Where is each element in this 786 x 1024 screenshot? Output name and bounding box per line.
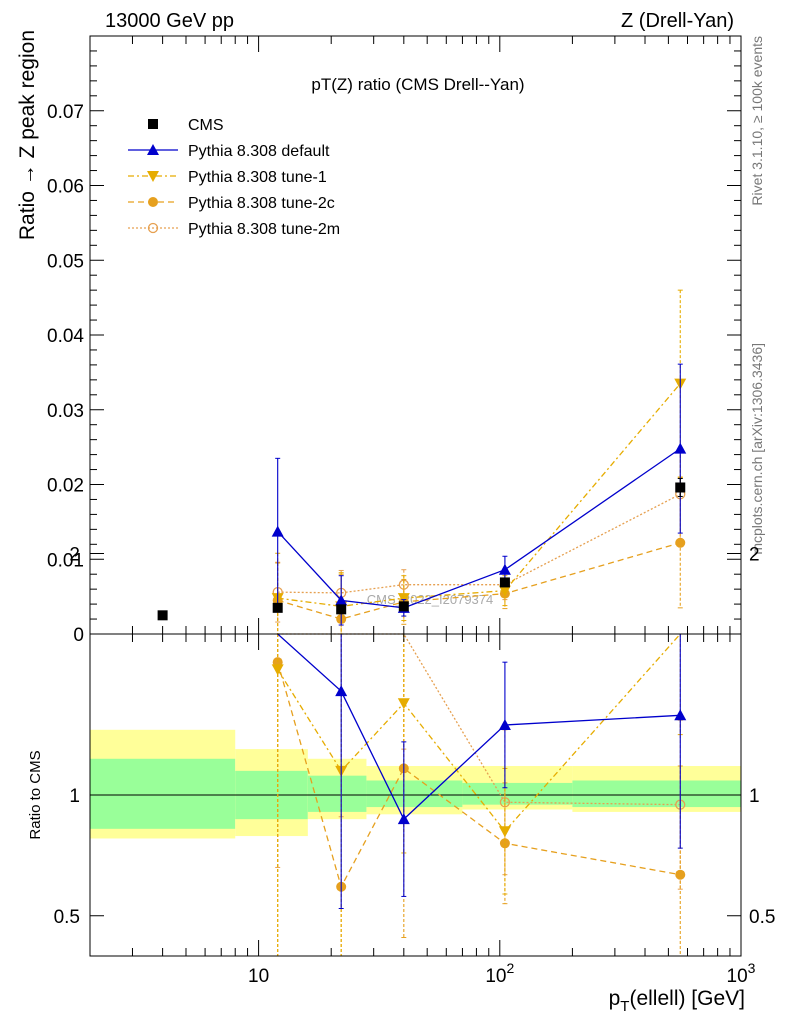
ratio-pythia-8-308-default-series	[275, 633, 687, 910]
ratio-y-tick-label-right: 2	[749, 545, 760, 566]
ratio-inner-band	[307, 775, 367, 812]
main-cms-point	[499, 577, 510, 588]
x-tick-label: 103	[727, 960, 756, 987]
ratio-y-tick-label: 2	[69, 545, 80, 566]
ratio-pythia-8-308-default-point	[397, 813, 410, 825]
legend-label: Pythia 8.308 tune-2m	[188, 221, 340, 238]
ratio-y-tick-label-right: 0.5	[749, 907, 775, 928]
legend-marker	[147, 171, 159, 182]
main-y-tick-label: 0	[73, 625, 84, 646]
main-pythia-8-308-tune-1-line	[277, 383, 681, 607]
legend-marker	[148, 197, 158, 207]
header-right-label: Z (Drell-Yan)	[621, 10, 734, 32]
legend-entry: Pythia 8.308 tune-2c	[128, 195, 335, 212]
ratio-pythia-8-308-tune-1-point	[271, 664, 284, 676]
ratio-pythia-8-308-tune-1-point	[397, 698, 410, 710]
main-y-tick-label: 0.03	[47, 401, 84, 422]
ratio-pythia-8-308-default-point	[335, 685, 348, 697]
ratio-uncertainty-bands	[90, 729, 741, 839]
main-pythia-8-308-tune-1-point	[498, 585, 511, 597]
legend-entry: Pythia 8.308 tune-1	[128, 169, 327, 186]
ratio-y-tick-label-right: 1	[749, 786, 760, 807]
legend-label: CMS	[188, 117, 224, 134]
legend: CMS Pythia 8.308 default Pythia 8.308 tune…	[128, 117, 340, 238]
legend-label: Pythia 8.308 tune-2c	[188, 195, 335, 212]
rivet-label: Rivet 3.1.10, ≥ 100k events	[749, 36, 765, 206]
ratio-inner-band	[572, 780, 741, 808]
legend-label: Pythia 8.308 default	[188, 143, 330, 160]
ratio-pythia-8-308-tune-1-point	[498, 826, 511, 838]
main-pythia-8-308-default-point	[498, 563, 511, 575]
main-y-tick-label: 0.04	[47, 326, 84, 347]
main-pythia-8-308-tune-2m-line	[277, 493, 681, 594]
main-pythia-8-308-default-point	[271, 525, 284, 537]
main-cms-series	[157, 478, 686, 621]
ratio-pythia-8-308-default-point	[674, 709, 687, 721]
main-y-tick-label: 0.06	[47, 177, 84, 198]
ratio-inner-band	[366, 780, 463, 808]
ratio-y-tick-label: 1	[69, 786, 80, 807]
main-y-tick-label: 0.05	[47, 251, 84, 272]
ratio-frame	[89, 633, 742, 957]
main-pythia-8-308-tune-2c-point	[675, 537, 686, 548]
main-pythia-8-308-default-point	[674, 442, 687, 454]
watermark: CMS_2022_I2079374	[367, 592, 494, 607]
header-left-label: 13000 GeV pp	[105, 10, 234, 32]
main-pythia-8-308-tune-1-point	[397, 593, 410, 605]
legend-entry: Pythia 8.308 tune-2m	[128, 221, 340, 238]
main-pythia-8-308-default-point	[335, 594, 348, 606]
main-cms-point	[675, 482, 686, 493]
main-cms-point	[336, 604, 347, 615]
legend-label: Pythia 8.308 tune-1	[188, 169, 327, 186]
main-y-ticks: 0 0.01 0.02 0.03 0.04 0.05 0.06 0.07	[47, 50, 741, 646]
x-tick-label: 10	[248, 966, 269, 987]
main-pythia-8-308-default-series	[271, 363, 687, 626]
main-y-axis-label: Ratio → Z peak region	[16, 30, 39, 240]
main-cms-point	[272, 602, 283, 613]
main-pythia-8-308-tune-1-series	[271, 289, 687, 635]
main-title: pT(Z) ratio (CMS Drell--Yan)	[311, 75, 524, 94]
ratio-pythia-8-308-tune-2m-point	[499, 797, 511, 808]
legend-marker	[148, 119, 158, 129]
main-y-tick-label: 0.07	[47, 102, 84, 123]
legend-marker	[147, 144, 159, 155]
ratio-pythia-8-308-tune-2c-line	[277, 661, 681, 889]
legend-marker	[147, 222, 159, 234]
ratio-y-tick-label: 0.5	[54, 907, 80, 928]
legend-entry: CMS	[148, 117, 224, 134]
ratio-y-axis-label: Ratio to CMS	[27, 750, 44, 839]
main-cms-point	[398, 601, 409, 612]
ratio-inner-band	[90, 758, 236, 829]
ratio-pythia-8-308-tune-2c-point	[675, 869, 686, 880]
ratio-pythia-8-308-tune-2m-line	[277, 633, 681, 806]
ratio-plot-area	[271, 633, 687, 957]
main-cms-point	[157, 610, 168, 621]
legend-entry: Pythia 8.308 default	[128, 143, 330, 160]
ratio-inner-band	[462, 782, 573, 805]
main-y-tick-label: 0.02	[47, 476, 84, 497]
ratio-pythia-8-308-tune-2c-point	[499, 838, 510, 849]
main-pythia-8-308-default-line	[277, 448, 681, 609]
main-plot-area	[157, 289, 687, 635]
main-y-tick-label: 0.01	[47, 550, 84, 571]
ratio-panel: Ratio to CMS 0.5 0.5 1 1 2 2 10 102 103 pT(ellel…	[27, 36, 775, 1015]
source-label: mcplots.cern.ch [arXiv:1306.3436]	[749, 343, 765, 555]
x-tick-label: 102	[485, 960, 514, 987]
ratio-ticks: 0.5 0.5 1 1 2 2 10 102 103	[54, 36, 775, 987]
main-panel: pT(Z) ratio (CMS Drell--Yan) CMS_2022_I2…	[16, 30, 742, 646]
x-axis-label: pT(ellell) [GeV]	[609, 987, 745, 1015]
main-pythia-8-308-tune-2c-series	[272, 477, 686, 635]
ratio-pythia-8-308-default-point	[498, 718, 511, 730]
